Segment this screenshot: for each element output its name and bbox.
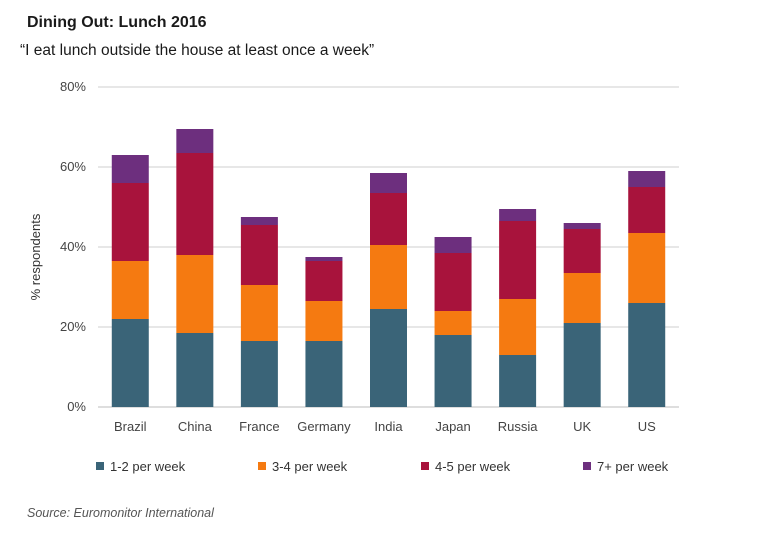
chart-title: Dining Out: Lunch 2016 xyxy=(27,14,207,31)
x-tick-label: Brazil xyxy=(114,419,147,434)
bar-segment xyxy=(176,255,214,333)
x-tick-label: UK xyxy=(573,419,591,434)
x-tick-label: US xyxy=(638,419,656,434)
bar-segment xyxy=(305,261,343,301)
bar-segment xyxy=(176,153,214,255)
source-note: Source: Euromonitor International xyxy=(27,506,214,520)
bar-segment xyxy=(499,299,537,355)
bar-segment xyxy=(499,221,537,299)
y-tick-label: 40% xyxy=(60,239,86,254)
bar-segment xyxy=(499,355,537,407)
x-tick-label: France xyxy=(239,419,279,434)
legend-label: 7+ per week xyxy=(597,459,669,474)
bar-segment xyxy=(176,129,214,153)
bar-segment xyxy=(240,285,278,341)
bar-segment xyxy=(628,187,666,233)
x-tick-label: Germany xyxy=(297,419,351,434)
y-tick-label: 80% xyxy=(60,79,86,94)
bar-segment xyxy=(370,245,407,309)
bar-segment xyxy=(499,209,537,221)
bar-segment xyxy=(434,335,472,407)
bar-segment xyxy=(305,301,343,341)
legend-swatch xyxy=(96,462,104,470)
legend-swatch xyxy=(583,462,591,470)
bar-segment xyxy=(111,319,149,407)
y-axis-title: % respondents xyxy=(28,213,43,300)
legend-label: 1-2 per week xyxy=(110,459,186,474)
bar-segment xyxy=(305,341,343,407)
x-tick-label: China xyxy=(178,419,213,434)
bar-segment xyxy=(370,193,407,245)
chart-subtitle: “I eat lunch outside the house at least … xyxy=(20,42,375,59)
bar-segment xyxy=(628,303,666,407)
bar-segment xyxy=(111,183,149,261)
bar-segment xyxy=(628,171,666,187)
bar-segment xyxy=(111,155,149,183)
legend-label: 3-4 per week xyxy=(272,459,348,474)
bar-segment xyxy=(370,309,407,407)
y-tick-label: 60% xyxy=(60,159,86,174)
bar-segment xyxy=(434,237,472,253)
bar-segment xyxy=(628,233,666,303)
bar-segment xyxy=(434,253,472,311)
bar-segment xyxy=(434,311,472,335)
legend-swatch xyxy=(258,462,266,470)
x-tick-label: India xyxy=(374,419,403,434)
y-tick-label: 0% xyxy=(67,399,86,414)
bar-segment xyxy=(176,333,214,407)
bar-segment xyxy=(563,229,601,273)
bar-segment xyxy=(240,341,278,407)
bar-segment xyxy=(563,223,601,229)
bar-segment xyxy=(240,217,278,225)
stacked-bar-chart: 0% 20% 40% 60% 80% % respondents Brazil China Fr… xyxy=(28,79,679,474)
bar-segment xyxy=(240,225,278,285)
bar-segment xyxy=(563,323,601,407)
legend-label: 4-5 per week xyxy=(435,459,511,474)
bar-segment xyxy=(111,261,149,319)
bar-segment xyxy=(563,273,601,323)
bar-segment xyxy=(370,173,407,193)
x-tick-label: Japan xyxy=(435,419,470,434)
legend-swatch xyxy=(421,462,429,470)
x-tick-label: Russia xyxy=(498,419,539,434)
y-tick-label: 20% xyxy=(60,319,86,334)
bar-segment xyxy=(305,257,343,261)
